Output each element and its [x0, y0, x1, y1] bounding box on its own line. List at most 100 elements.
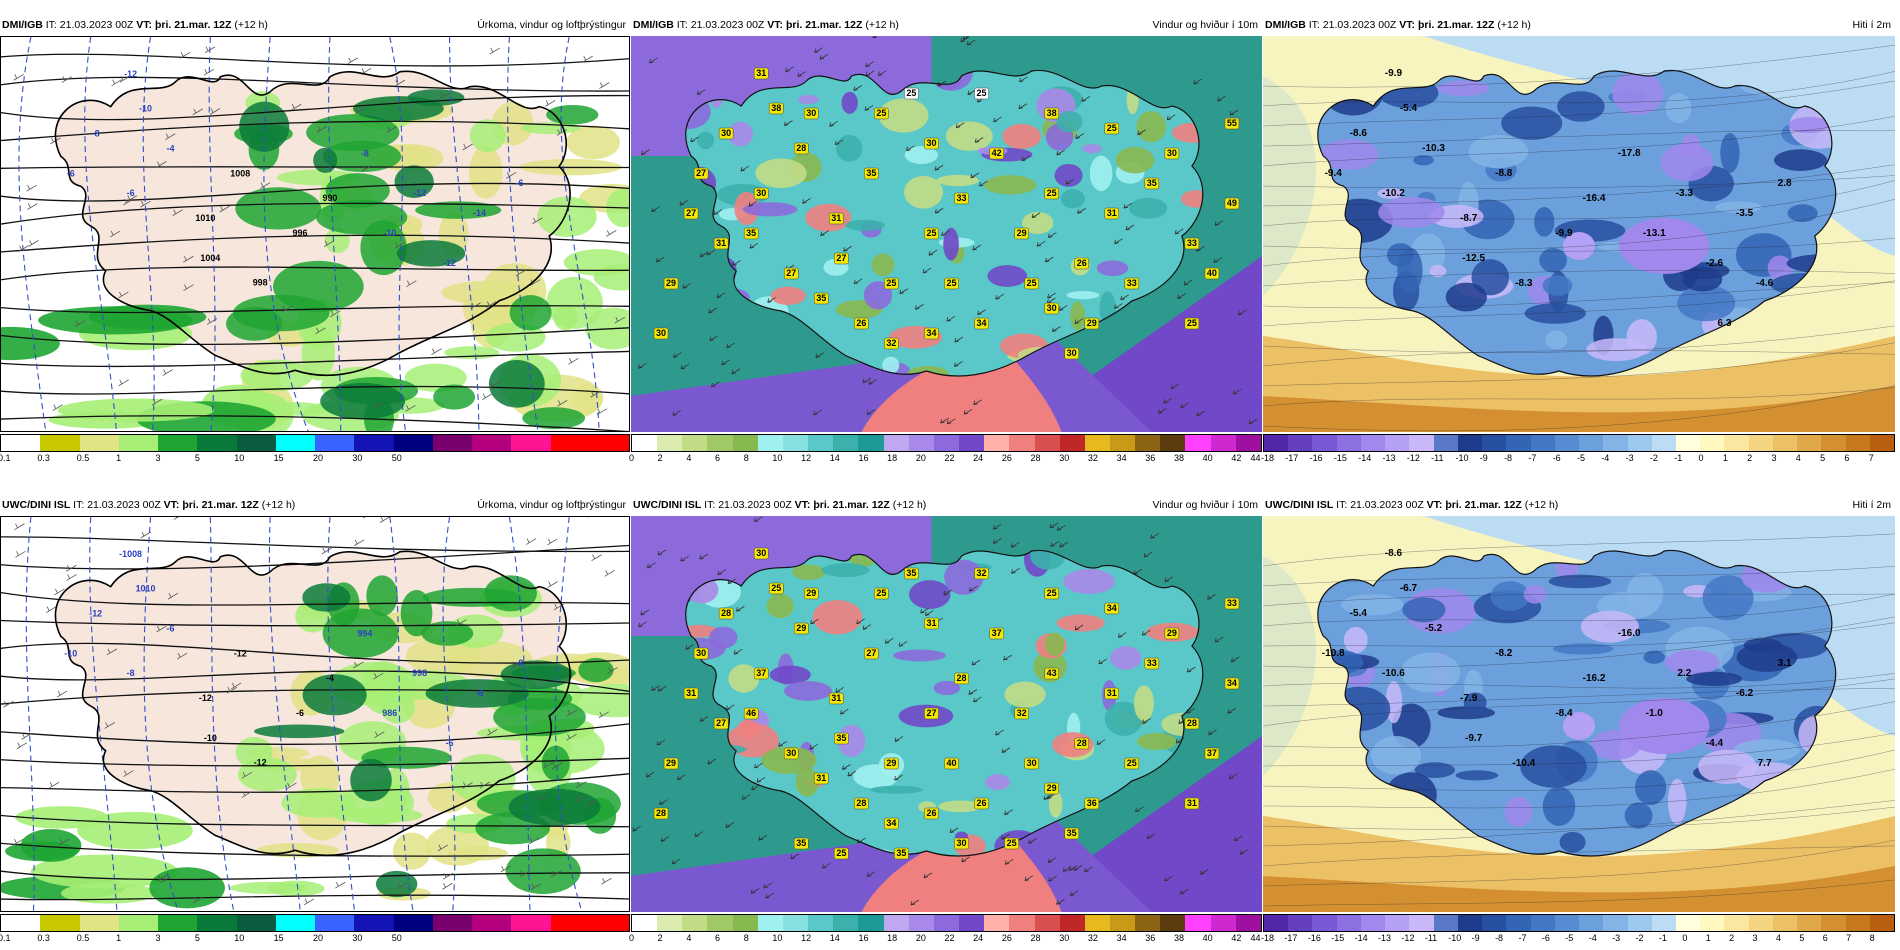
it-label: IT:: [45, 19, 57, 31]
gust-label-box: [1044, 667, 1059, 680]
wind-arrow: [741, 794, 751, 800]
gust-label-box: [1224, 117, 1240, 130]
isotherm-line: [389, 517, 414, 911]
wind-arrow: [847, 770, 857, 777]
colorbar-segment: [782, 915, 809, 931]
isobar-line: [1, 385, 629, 395]
it-label: IT:: [1308, 19, 1320, 31]
colorbar-tick-label: -3: [1612, 933, 1621, 943]
wind-barb: [462, 143, 473, 151]
lead-time: (+12 h): [1497, 19, 1531, 31]
gust-label-box: [683, 687, 699, 700]
colorbar-tick-label: 0.5: [76, 453, 90, 463]
isotherm-line: [143, 517, 179, 911]
wind-barb: [140, 200, 151, 208]
gust-label: 30: [721, 128, 731, 138]
precipitation-area: [235, 187, 322, 230]
gust-label: 25: [906, 88, 916, 98]
isotherm-line: [1263, 768, 1895, 809]
colorbar-tick-label: 1: [1705, 933, 1711, 943]
wind-arrow: [1036, 240, 1046, 247]
gust-label-box: [1044, 782, 1059, 795]
wind-arrow: [1142, 718, 1151, 724]
wind-barb: [106, 648, 118, 656]
gust-label-box: [1044, 587, 1059, 600]
colorbar-segment: [1385, 915, 1410, 931]
isobar-line: [1, 234, 629, 253]
panel-title: Úrkoma, vindur og loftþrýstingur: [477, 19, 626, 31]
wind-arrow: [866, 871, 876, 877]
gust-label-box: [804, 107, 819, 120]
wind-arrow: [914, 304, 924, 310]
panel-title: Vindur og hviður í 10m: [1152, 499, 1258, 511]
wind-barb: [547, 581, 558, 588]
wind-arrow: [1047, 232, 1057, 238]
wind-barb: [203, 68, 215, 76]
wind-colorbar-ticks: 0 2 4 6 8 10 12 14 16 18 20 22 24 26 28 30 32 34 36 38 40 42 4…: [629, 933, 1262, 945]
wind-arrow: [953, 361, 963, 367]
precipitation-area: [508, 788, 601, 826]
colorbar-segment: [275, 435, 315, 451]
gust-label: 32: [1017, 708, 1027, 718]
gust-label: 25: [771, 583, 781, 593]
wind-barb: [57, 690, 68, 698]
colorbar-tick-label: 42: [1231, 453, 1242, 463]
wind-barb: [230, 682, 242, 690]
isotherm-line: [1263, 688, 1895, 707]
colorbar-segment: [1748, 435, 1773, 451]
isobar-line: [1, 773, 629, 793]
gust-label-box: [924, 707, 939, 720]
colorbar-segment: [1264, 435, 1289, 451]
wind-barb: [3, 700, 14, 708]
isotherm-line: [1263, 325, 1895, 353]
gust-label: 31: [1107, 208, 1117, 218]
colorbar-tick-label: 0.1: [0, 453, 11, 463]
colorbar-segment: [1651, 435, 1676, 451]
colorbar-segment: [1288, 435, 1313, 451]
colorbar-tick-label: 24: [973, 933, 984, 943]
colorbar-tick-label: 10: [234, 453, 245, 463]
vt-value: þri. 21.mar. 12Z: [785, 19, 863, 31]
isotherm-line: [1263, 342, 1895, 387]
wind-area: [985, 774, 1011, 791]
gust-label-box: [834, 847, 849, 860]
precipitation-area: [88, 304, 207, 330]
temperature-label: 2.8: [1778, 178, 1792, 189]
colorbar-tick-label: 15: [273, 453, 284, 463]
vt-value: þri. 21.mar. 12Z: [813, 499, 890, 511]
isotherm-line: [1263, 281, 1895, 309]
colorbar-segment: [1530, 435, 1555, 451]
colorbar-segment: [1312, 915, 1337, 931]
precipitation-area: [433, 384, 476, 410]
wind-arrow: [971, 659, 981, 666]
wind-arrow: [732, 260, 741, 266]
temperature-area: [1378, 197, 1445, 228]
temperature-label: -3.5: [1736, 208, 1754, 219]
colorbar-tick-label: -18: [1261, 933, 1275, 943]
precipitation-area: [240, 359, 314, 392]
precipitation-colorbar: [0, 434, 630, 452]
wind-arrow: [1135, 806, 1144, 813]
wind-colorbar: [631, 434, 1262, 452]
colorbar-segment: [1482, 915, 1507, 931]
vt-label: VT:: [1399, 19, 1416, 31]
wind-arrow: [1011, 568, 1020, 574]
gust-label: 28: [957, 673, 967, 683]
contour-label: 996: [293, 228, 308, 238]
colorbar-tick-label: -1: [1658, 933, 1667, 943]
wind-arrow: [899, 288, 908, 295]
wind-arrow: [819, 53, 829, 60]
wind-barb: [335, 881, 346, 889]
wind-barb: [126, 195, 137, 202]
gust-label: 55: [1227, 118, 1237, 128]
temperature-label: -2.6: [1706, 258, 1724, 269]
wind-arrow: [726, 342, 735, 349]
colorbar-tick-label: 24: [973, 453, 984, 463]
wind-barb: [354, 107, 366, 115]
precipitation-area: [61, 882, 156, 904]
wind-area: [1082, 144, 1102, 154]
isotherm-line: [1263, 533, 1895, 567]
wind-arrow: [995, 729, 1004, 736]
gust-label: 25: [1027, 278, 1037, 288]
wind-area: [871, 253, 895, 277]
